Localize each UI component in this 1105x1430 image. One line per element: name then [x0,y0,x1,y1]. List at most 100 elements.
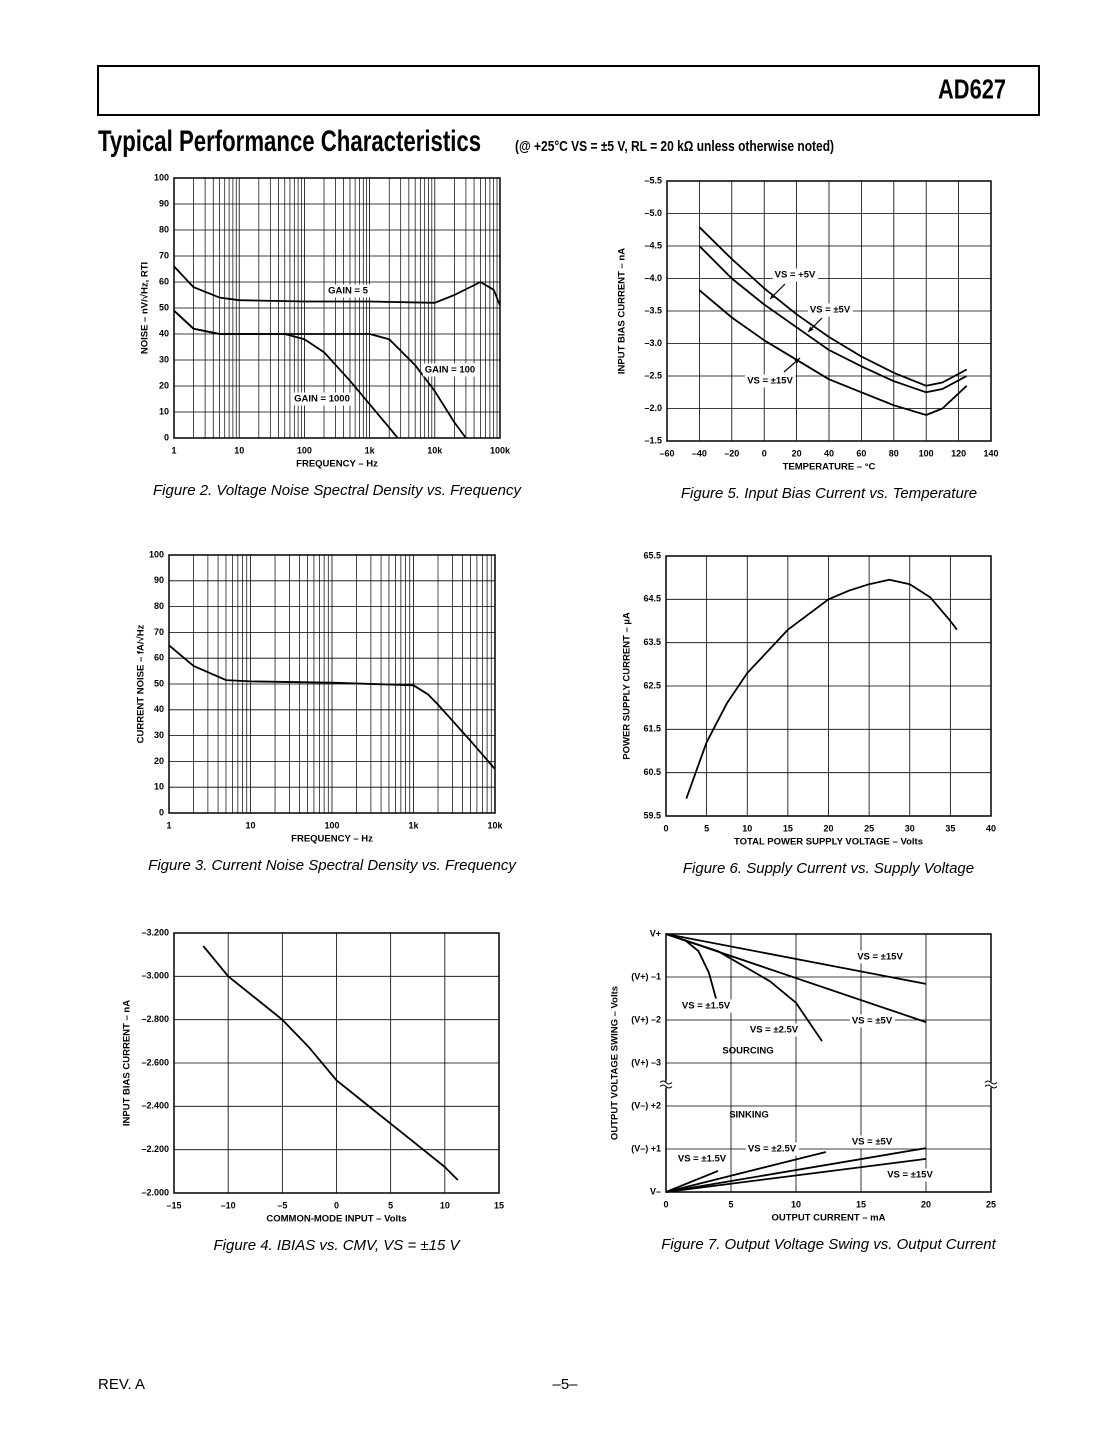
product-name: AD627 [938,74,1006,105]
axis-break [984,1080,998,1085]
y-tick-label: (V+) –3 [631,1057,661,1067]
data-line [665,1147,927,1193]
x-tick-label: 0 [762,448,767,458]
page-subtitle: (@ +25°C VS = ±5 V, RL = 20 kΩ unless ot… [515,138,834,155]
axis-break-gap [985,1081,997,1088]
y-tick-label: 10 [154,782,164,792]
y-tick-label: –3.0 [644,338,662,348]
axis-break [984,1084,998,1089]
data-line [202,945,459,1181]
y-tick-label: 80 [154,601,164,611]
series-label: GAIN = 100 [425,365,475,376]
x-axis-label: TEMPERATURE – °C [783,462,876,473]
y-axis-label: CURRENT NOISE – fA/√Hz [136,624,147,743]
x-tick-label: 100k [490,445,511,455]
y-tick-label: –3.000 [141,971,169,981]
x-tick-label: 40 [986,823,996,833]
label-background [849,1135,895,1149]
x-tick-label: –40 [692,448,707,458]
y-tick-label: –4.5 [644,240,662,250]
y-tick-label: 40 [154,704,164,714]
series-label: VS = ±15V [747,376,793,387]
series-label: VS = ±5V [852,1016,893,1027]
series-label: VS = ±1.5V [678,1154,727,1165]
y-tick-label: –2.800 [141,1014,169,1024]
x-axis-label: FREQUENCY – Hz [291,834,373,845]
x-tick-label: 5 [728,1199,733,1209]
x-axis-label: COMMON-MODE INPUT – Volts [266,1214,406,1225]
label-background [292,392,352,406]
y-tick-label: 20 [159,380,169,390]
axis-break [659,1080,673,1085]
page-title: Typical Performance Characteristics [98,124,481,158]
y-tick-label: 20 [154,756,164,766]
annotation: SINKING [729,1110,769,1121]
y-tick-label: 60 [159,276,169,286]
x-tick-label: 15 [783,823,793,833]
data-line [665,933,717,999]
y-axis-label: NOISE – nV/√Hz, RTI [140,262,151,354]
y-tick-label: –3.200 [141,927,169,937]
annotation: SOURCING [722,1046,773,1057]
label-background [326,284,371,298]
y-tick-label: 0 [159,807,164,817]
arrow-head [808,326,814,332]
x-tick-label: 10 [742,823,752,833]
plot-frame [173,932,500,1194]
y-tick-label: 59.5 [643,810,661,820]
x-tick-label: 100 [297,445,312,455]
x-tick-label: 35 [945,823,955,833]
y-tick-label: 60.5 [643,767,661,777]
x-tick-label: 10 [245,820,255,830]
y-tick-label: 30 [154,730,164,740]
figure-caption: Figure 3. Current Noise Spectral Density… [148,857,517,874]
x-tick-label: –20 [724,448,739,458]
y-tick-label: –2.000 [141,1187,169,1197]
y-axis-label: INPUT BIAS CURRENT – nA [122,1000,133,1126]
x-tick-label: 10k [427,445,443,455]
y-tick-label: –5.0 [644,208,662,218]
plot-frame [665,555,992,817]
arrow-head [794,358,800,364]
x-tick-label: 0 [663,1199,668,1209]
series-label: GAIN = 5 [328,286,369,297]
plot-frame [173,177,501,439]
x-tick-label: 120 [951,448,966,458]
x-tick-label: 10 [791,1199,801,1209]
x-tick-label: 1k [408,820,419,830]
series-label: VS = ±2.5V [750,1025,799,1036]
label-background [772,268,818,282]
x-tick-label: 1 [171,445,176,455]
series-label: VS = ±15V [887,1170,933,1181]
x-tick-label: 20 [823,823,833,833]
data-line [665,1151,827,1193]
x-axis-label: TOTAL POWER SUPPLY VOLTAGE – Volts [734,837,923,848]
x-tick-label: 0 [663,823,668,833]
y-tick-label: 63.5 [643,637,661,647]
data-line [665,1158,927,1193]
x-tick-label: 5 [704,823,709,833]
axis-break-gap [660,1081,672,1088]
y-tick-label: 65.5 [643,550,661,560]
y-tick-label: 100 [154,172,169,182]
y-tick-label: 70 [159,250,169,260]
y-axis-label: POWER SUPPLY CURRENT – µA [622,612,633,760]
header-box [97,65,1040,116]
x-tick-label: 20 [792,448,802,458]
x-tick-label: 80 [889,448,899,458]
x-tick-label: 60 [856,448,866,458]
x-tick-label: –5 [277,1200,287,1210]
data-line [665,933,823,1042]
data-line [698,226,968,387]
x-axis-label: FREQUENCY – Hz [296,459,378,470]
y-tick-label: (V–) +1 [631,1143,661,1153]
data-line [173,265,501,306]
x-tick-label: 5 [388,1200,393,1210]
series-label: VS = ±15V [857,952,903,963]
x-tick-label: –15 [166,1200,181,1210]
label-background [849,1014,895,1028]
x-tick-label: 40 [824,448,834,458]
label-background [745,374,796,388]
figure-caption: Figure 4. IBIAS vs. CMV, VS = ±15 V [214,1237,462,1254]
